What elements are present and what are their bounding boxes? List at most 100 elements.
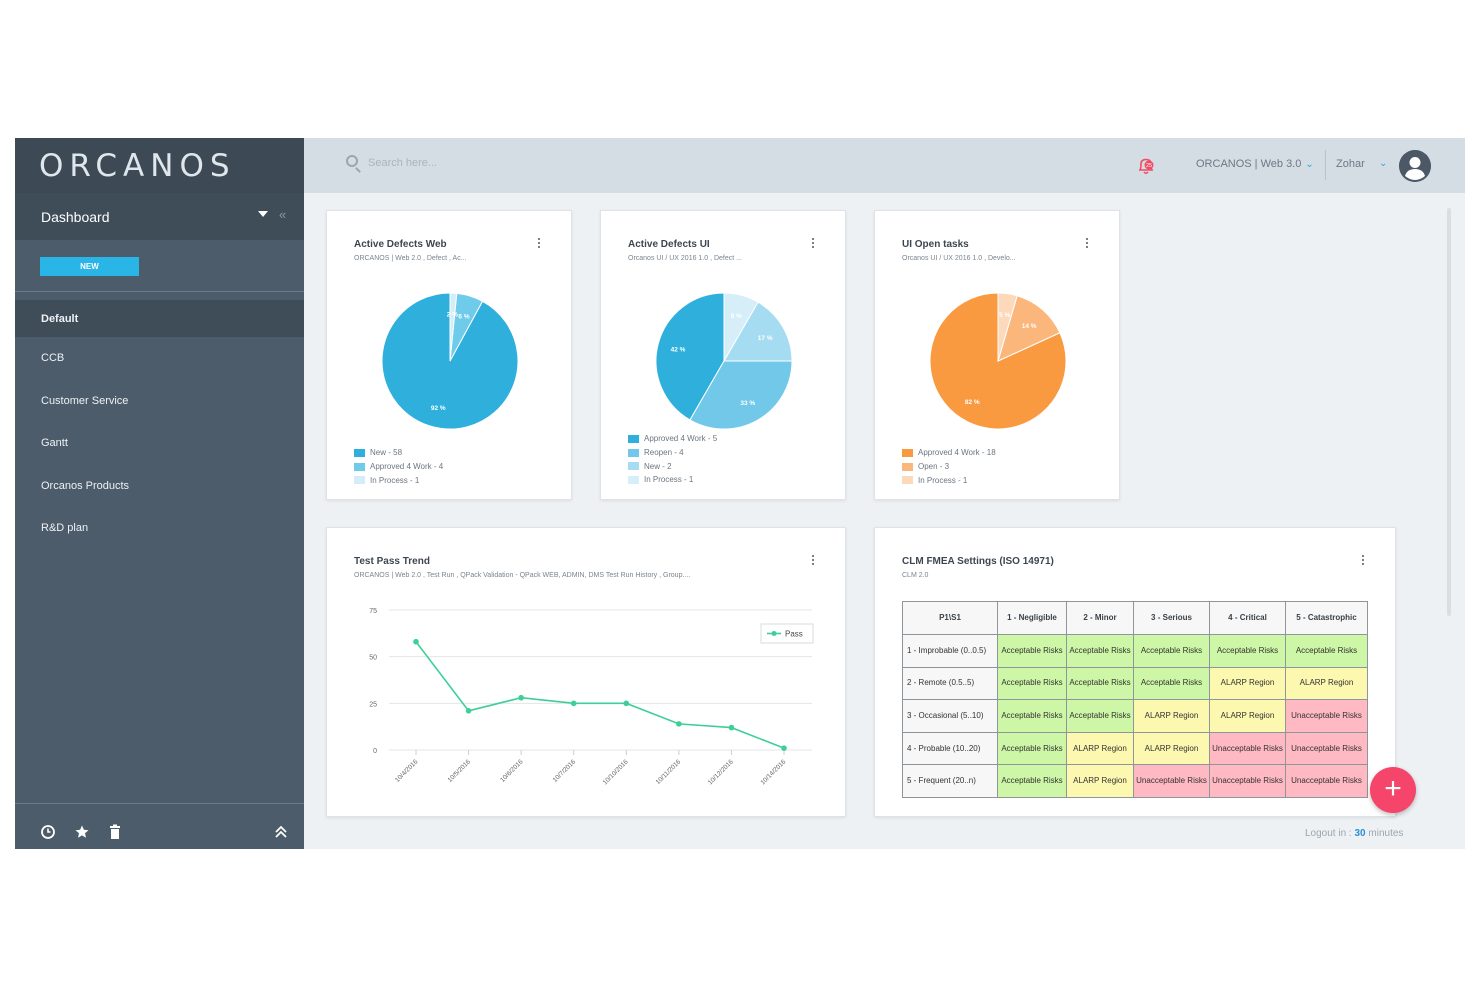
legend-label: Approved 4 Work - 4 bbox=[370, 462, 444, 472]
risk-cell[interactable]: ALARP Region bbox=[1209, 666, 1286, 701]
risk-cell[interactable]: Unacceptable Risks bbox=[1285, 764, 1368, 798]
scrollbar[interactable] bbox=[1447, 208, 1451, 616]
sidebar: ORCANOS Dashboard « NEW Default CCB Cust… bbox=[15, 138, 304, 849]
risk-cell[interactable]: Acceptable Risks bbox=[1133, 634, 1210, 668]
legend-swatch bbox=[354, 448, 365, 457]
more-vertical-icon[interactable] bbox=[812, 555, 815, 567]
widget-active-defects-ui: Active Defects UI Orcanos UI / UX 2016 1… bbox=[600, 210, 846, 500]
user-name: Zohar bbox=[1336, 158, 1365, 170]
risk-cell[interactable]: Acceptable Risks bbox=[997, 634, 1067, 668]
risk-cell[interactable]: Unacceptable Risks bbox=[1285, 731, 1368, 766]
risk-cell[interactable]: Unacceptable Risks bbox=[1285, 699, 1368, 733]
clock-icon[interactable] bbox=[40, 824, 56, 840]
pie-slice[interactable] bbox=[655, 292, 725, 421]
search-input[interactable] bbox=[368, 154, 568, 172]
user-menu[interactable]: Zohar bbox=[1336, 158, 1365, 170]
dashboard-selector[interactable]: Dashboard « bbox=[15, 193, 304, 240]
pie-slice-label: 6 % bbox=[458, 314, 469, 321]
sidebar-item-gantt[interactable]: Gantt bbox=[15, 422, 304, 465]
legend-item[interactable]: Reopen - 4 bbox=[628, 446, 717, 460]
data-point[interactable] bbox=[728, 724, 735, 731]
risk-cell[interactable]: Acceptable Risks bbox=[1133, 666, 1210, 701]
risk-cell[interactable]: Acceptable Risks bbox=[997, 666, 1067, 701]
legend-swatch bbox=[902, 448, 913, 457]
more-vertical-icon[interactable] bbox=[1086, 238, 1089, 250]
more-vertical-icon[interactable] bbox=[1362, 555, 1365, 567]
risk-cell[interactable]: ALARP Region bbox=[1133, 699, 1210, 733]
risk-cell[interactable]: ALARP Region bbox=[1285, 666, 1368, 701]
risk-cell[interactable]: Acceptable Risks bbox=[1066, 634, 1134, 668]
risk-cell[interactable]: ALARP Region bbox=[1066, 764, 1134, 798]
add-widget-button[interactable]: + bbox=[1370, 767, 1416, 813]
pie-slice[interactable] bbox=[449, 292, 458, 362]
risk-cell[interactable]: ALARP Region bbox=[1066, 731, 1134, 766]
risk-cell[interactable]: Acceptable Risks bbox=[1209, 634, 1286, 668]
pie-slice[interactable] bbox=[997, 292, 1018, 362]
legend-label: Pass bbox=[785, 630, 803, 639]
legend-item[interactable]: Approved 4 Work - 4 bbox=[354, 460, 443, 474]
widget-subtitle: ORCANOS | Web 2.0 , Test Run , QPack Val… bbox=[354, 572, 691, 579]
legend-swatch bbox=[354, 462, 365, 471]
legend-item[interactable]: Approved 4 Work - 5 bbox=[628, 432, 717, 446]
logout-minutes: 30 bbox=[1354, 828, 1366, 839]
more-vertical-icon[interactable] bbox=[812, 238, 815, 250]
data-point[interactable] bbox=[781, 745, 787, 751]
sidebar-footer bbox=[40, 824, 290, 844]
risk-cell[interactable]: Acceptable Risks bbox=[997, 764, 1067, 798]
chart-legend[interactable]: Pass bbox=[760, 623, 814, 644]
double-chevron-up-icon[interactable] bbox=[274, 824, 288, 840]
legend-item[interactable]: New - 2 bbox=[628, 459, 717, 473]
avatar[interactable] bbox=[1399, 150, 1431, 182]
data-point[interactable] bbox=[465, 708, 472, 714]
notification-bell-icon[interactable]: 25 bbox=[1137, 156, 1155, 176]
widget-title: UI Open tasks bbox=[902, 239, 969, 250]
legend-item[interactable]: In Process - 1 bbox=[354, 473, 443, 487]
risk-cell[interactable]: Acceptable Risks bbox=[1066, 699, 1134, 733]
data-point[interactable] bbox=[676, 721, 682, 727]
more-vertical-icon[interactable] bbox=[538, 238, 541, 250]
widget-clm-fmea-settings: CLM FMEA Settings (ISO 14971) CLM 2.0 P1… bbox=[874, 527, 1396, 817]
sidebar-item-default[interactable]: Default bbox=[15, 300, 304, 337]
legend-item[interactable]: Approved 4 Work - 18 bbox=[902, 446, 996, 460]
widget-title: Active Defects Web bbox=[354, 239, 447, 250]
risk-cell[interactable]: ALARP Region bbox=[1209, 699, 1286, 733]
x-tick-label: 10/12/2016 bbox=[707, 758, 735, 786]
sidebar-item-customer-service[interactable]: Customer Service bbox=[15, 380, 304, 423]
pie-slice[interactable] bbox=[723, 301, 793, 362]
sidebar-dashboard-list: Default CCB Customer Service Gantt Orcan… bbox=[15, 300, 304, 550]
risk-cell[interactable]: Unacceptable Risks bbox=[1133, 764, 1210, 798]
risk-cell[interactable]: Acceptable Risks bbox=[997, 731, 1067, 766]
legend-item[interactable]: Open - 3 bbox=[902, 460, 996, 474]
legend-item[interactable]: New - 58 bbox=[354, 446, 443, 460]
pie-slice-label: 17 % bbox=[758, 335, 773, 342]
sidebar-item-ccb[interactable]: CCB bbox=[15, 337, 304, 380]
pie-slice[interactable] bbox=[723, 292, 759, 363]
trash-icon[interactable] bbox=[108, 824, 122, 840]
risk-cell[interactable]: Acceptable Risks bbox=[1066, 666, 1134, 701]
data-point[interactable] bbox=[623, 700, 630, 707]
logout-timer: Logout in : 30 minutes bbox=[1305, 828, 1403, 839]
data-point[interactable] bbox=[413, 638, 419, 645]
sidebar-item-label: R&D plan bbox=[41, 522, 89, 535]
legend-swatch bbox=[354, 476, 365, 485]
risk-cell[interactable]: Unacceptable Risks bbox=[1209, 731, 1286, 766]
project-selector[interactable]: ORCANOS | Web 3.0 ⌄ bbox=[1196, 158, 1314, 170]
collapse-sidebar-icon[interactable]: « bbox=[279, 207, 287, 222]
row-header: 3 - Occasional (5..10) bbox=[902, 699, 998, 733]
data-point[interactable] bbox=[518, 694, 524, 701]
pie-slice[interactable] bbox=[997, 295, 1061, 362]
legend-item[interactable]: In Process - 1 bbox=[902, 473, 996, 487]
risk-cell[interactable]: Unacceptable Risks bbox=[1209, 764, 1286, 798]
caret-down-icon[interactable] bbox=[258, 211, 268, 217]
chevron-down-icon[interactable]: ⌄ bbox=[1379, 158, 1388, 169]
new-dashboard-button[interactable]: NEW bbox=[40, 257, 139, 276]
data-point[interactable] bbox=[570, 700, 577, 707]
sidebar-item-rd-plan[interactable]: R&D plan bbox=[15, 507, 304, 550]
risk-cell[interactable]: ALARP Region bbox=[1133, 731, 1210, 766]
legend-item[interactable]: In Process - 1 bbox=[628, 473, 717, 487]
risk-cell[interactable]: Acceptable Risks bbox=[1285, 634, 1368, 668]
star-icon[interactable] bbox=[74, 824, 90, 840]
sidebar-item-orcanos-products[interactable]: Orcanos Products bbox=[15, 465, 304, 508]
risk-cell[interactable]: Acceptable Risks bbox=[997, 699, 1067, 733]
pie-slice[interactable] bbox=[689, 360, 793, 430]
